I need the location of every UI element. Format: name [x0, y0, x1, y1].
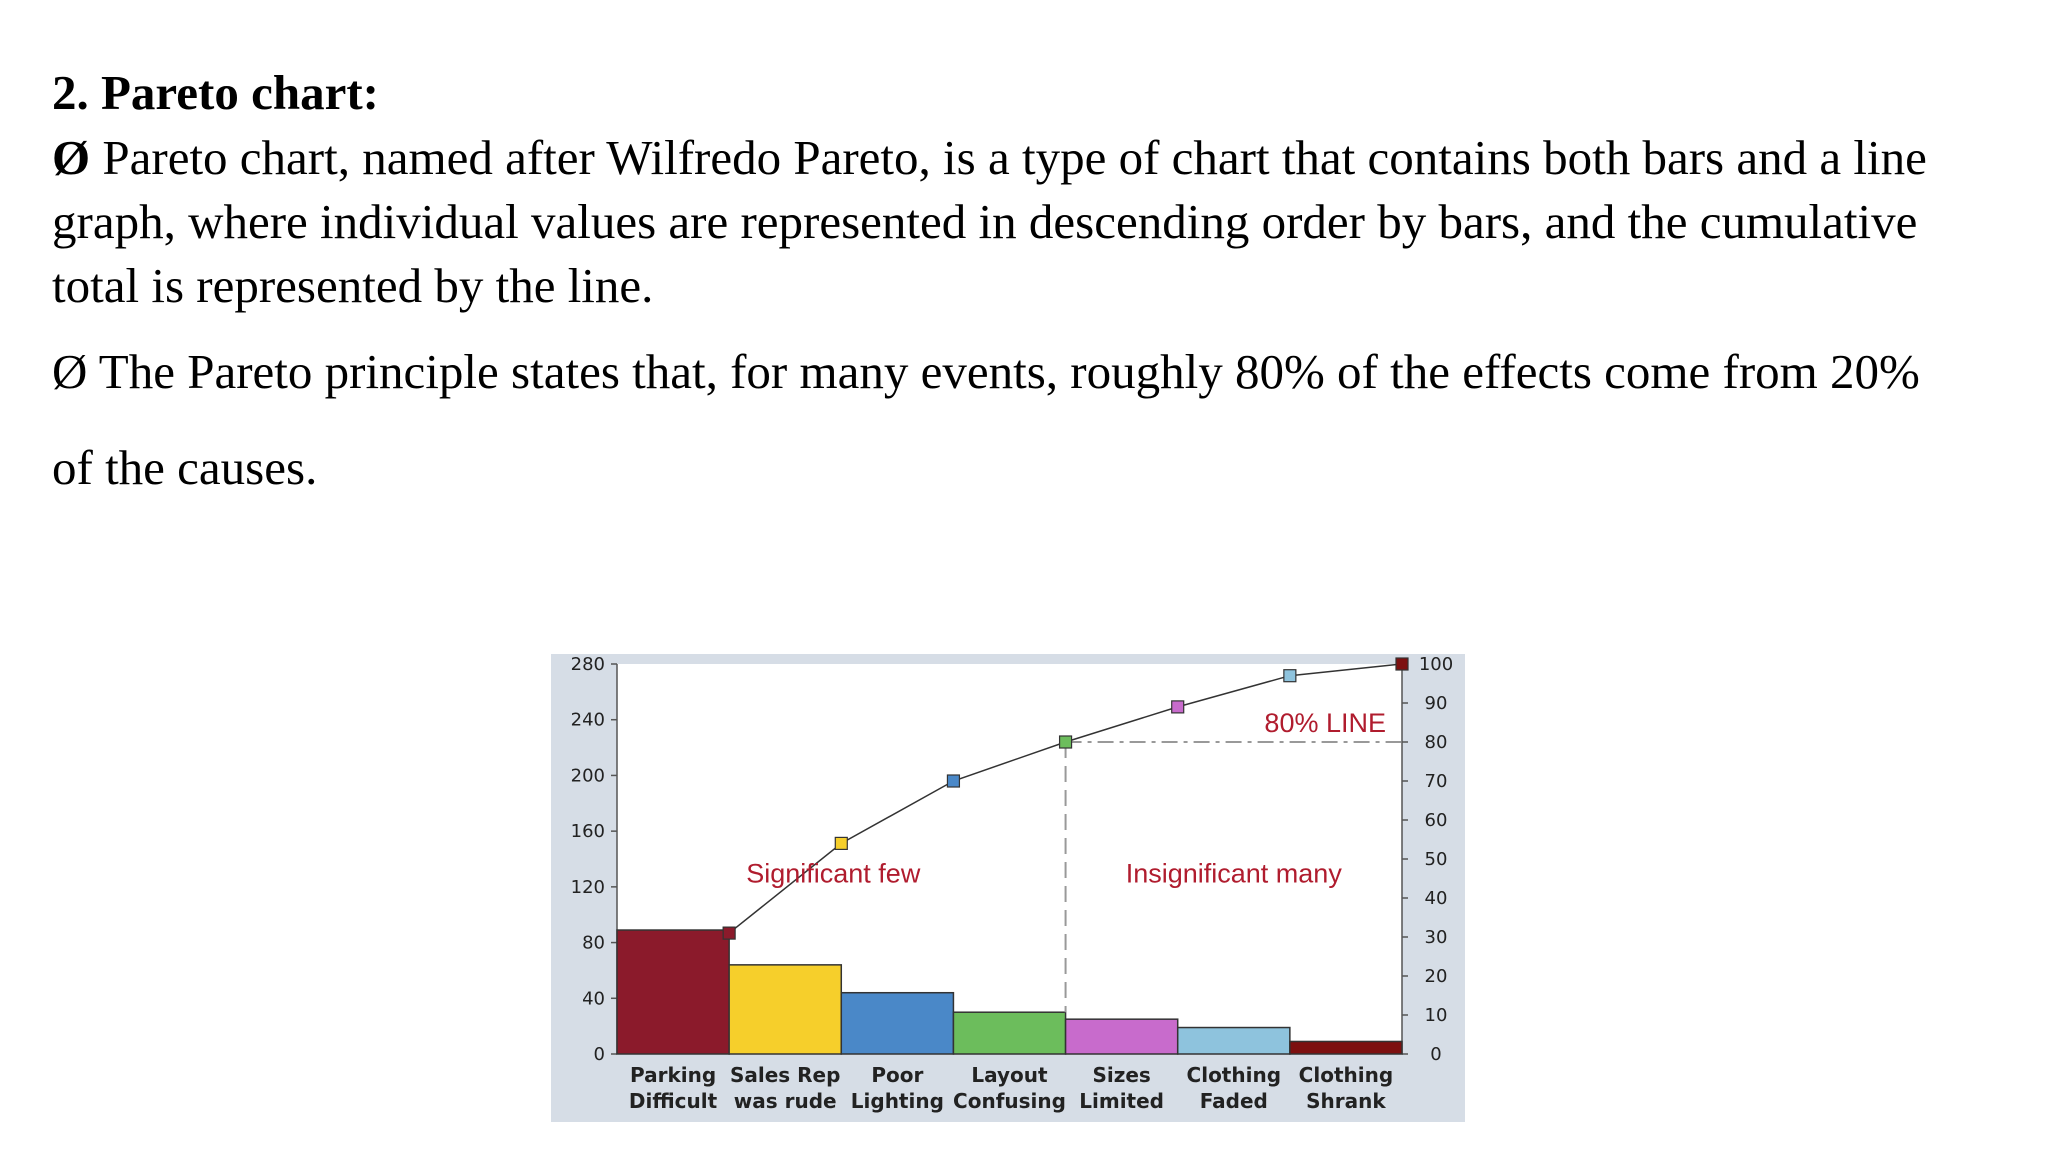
section-heading: 2. Pareto chart: [52, 65, 379, 120]
left-axis-tick-label: 80 [582, 933, 605, 954]
category-label: Poor [871, 1063, 923, 1087]
right-axis-tick-label: 30 [1425, 927, 1448, 948]
category-label: Limited [1079, 1089, 1164, 1113]
bar [1176, 1026, 1291, 1055]
left-axis-tick-label: 120 [571, 877, 605, 898]
left-axis-tick-label: 160 [571, 821, 605, 842]
left-axis-tick-label: 200 [571, 765, 605, 786]
cumulative-point [1395, 657, 1409, 671]
bar [728, 964, 843, 1055]
right-axis-tick-label: 80 [1425, 732, 1448, 753]
category-label: Parking [630, 1063, 716, 1087]
bar [1064, 1018, 1179, 1055]
right-axis-tick-label: 100 [1419, 654, 1453, 675]
right-axis-tick-label: 10 [1425, 1005, 1448, 1026]
category-label: Clothing [1299, 1063, 1393, 1087]
right-axis-tick-label: 70 [1425, 771, 1448, 792]
category-label: Difficult [629, 1089, 718, 1113]
right-axis-tick-label: 20 [1425, 966, 1448, 987]
category-label: Lighting [851, 1089, 944, 1113]
bar [952, 1011, 1067, 1055]
category-label: Sales Rep [730, 1063, 840, 1087]
cumulative-point [1058, 735, 1073, 749]
pareto-chart-panel: 0 40 80 120 160 200 240 280 0 10 20 30 40 50 60 70 80 90 1… [551, 654, 1465, 1122]
category-label: Sizes [1092, 1063, 1150, 1087]
left-axis-tick-label: 40 [582, 988, 605, 1009]
left-axis-tick-label: 0 [594, 1044, 605, 1065]
category-label: was rude [734, 1089, 837, 1113]
cumulative-point [722, 926, 736, 940]
category-label: Layout [971, 1063, 1048, 1087]
left-axis-tick-label: 240 [571, 710, 605, 731]
cumulative-point [1283, 669, 1297, 683]
category-label: Clothing [1187, 1063, 1281, 1087]
paragraph-definition: Ø Pareto chart, named after Wilfredo Par… [52, 126, 1952, 318]
category-label: Faded [1200, 1089, 1268, 1113]
paragraph-principle: Ø The Pareto principle states that, for … [52, 324, 1952, 516]
paragraph-principle-text: The Pareto principle states that, for ma… [52, 344, 1920, 495]
cumulative-point [834, 836, 848, 850]
left-axis-tick-label: 280 [571, 654, 605, 675]
text-block: 2. Pareto chart: Ø Pareto chart, named a… [52, 60, 1952, 516]
right-axis-tick-label: 0 [1430, 1044, 1441, 1065]
bar [616, 929, 730, 1055]
cumulative-point [1171, 700, 1185, 714]
right-axis-tick-label: 40 [1425, 888, 1448, 909]
annotation-insignificant-many: Insignificant many [1126, 858, 1343, 888]
category-label: Confusing [953, 1089, 1066, 1113]
right-axis-tick-label: 60 [1425, 810, 1448, 831]
bullet-icon: Ø [52, 130, 91, 185]
category-label: Shrank [1306, 1089, 1386, 1113]
right-axis-tick-label: 90 [1425, 693, 1448, 714]
annotation-significant-few: Significant few [746, 858, 921, 888]
paragraph-definition-text: Pareto chart, named after Wilfredo Paret… [52, 130, 1927, 313]
right-axis-tick-label: 50 [1425, 849, 1448, 870]
annotation-80-line: 80% LINE [1264, 708, 1386, 738]
bar [1289, 1040, 1403, 1055]
bar [840, 991, 955, 1055]
bullet-icon: Ø [52, 344, 88, 399]
cumulative-point [946, 774, 961, 788]
pareto-chart: 0 40 80 120 160 200 240 280 0 10 20 30 40 50 60 70 80 90 1… [571, 654, 1454, 1113]
